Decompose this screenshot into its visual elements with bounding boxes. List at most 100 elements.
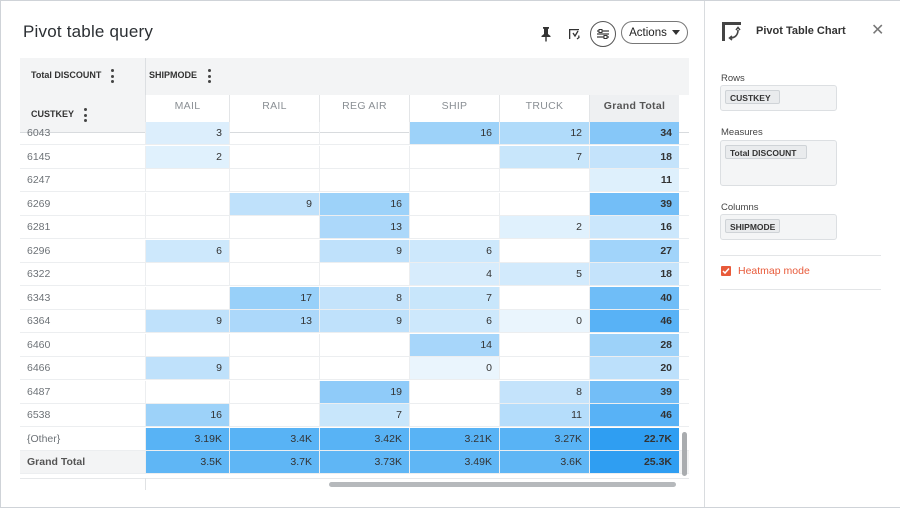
table-cell — [229, 239, 319, 262]
grand-total-cell: 27 — [589, 239, 679, 262]
table-cell: 17 — [229, 286, 319, 309]
row-key: 6043 — [27, 127, 51, 139]
column-header[interactable]: MAIL — [145, 95, 229, 132]
table-cell — [499, 357, 589, 379]
table-cell: 14 — [409, 333, 499, 356]
measures-dropzone[interactable]: Total DISCOUNT — [720, 140, 837, 186]
panel-divider — [720, 255, 881, 256]
measure-menu-icon[interactable] — [110, 69, 114, 83]
table-cell: 3.7K — [229, 451, 319, 473]
table-cell — [319, 122, 409, 144]
table-cell — [409, 145, 499, 168]
table-cell: 3.49K — [409, 451, 499, 473]
rows-dropzone[interactable]: CUSTKEY — [720, 85, 837, 111]
column-header[interactable]: SHIP — [409, 95, 499, 132]
table-cell: 7 — [499, 145, 589, 168]
table-row: 6247 11 — [20, 169, 689, 192]
table-cell — [145, 333, 229, 356]
table-cell: 3 — [145, 122, 229, 144]
grand-total-cell: 46 — [589, 310, 679, 332]
table-cell: 0 — [409, 357, 499, 379]
table-cell: 11 — [499, 404, 589, 426]
actions-label: Actions — [629, 26, 667, 39]
table-cell — [409, 380, 499, 403]
pivot-table: Total DISCOUNT SHIPMODE CUSTKEY MAIL RAIL… — [20, 58, 689, 483]
table-cell — [409, 404, 499, 426]
table-cell: 9 — [319, 310, 409, 332]
table-cell — [145, 286, 229, 309]
table-cell — [145, 192, 229, 215]
table-cell — [319, 333, 409, 356]
table-cell: 2 — [499, 216, 589, 238]
table-cell: 2 — [145, 145, 229, 168]
table-row: 6487 19 8 39 — [20, 380, 689, 404]
table-cell — [229, 380, 319, 403]
grand-total-cell: 11 — [589, 169, 679, 191]
grand-total-cell: 39 — [589, 380, 679, 403]
row-field-menu-icon[interactable] — [83, 108, 87, 122]
heatmap-checkbox[interactable] — [721, 266, 731, 276]
grand-total-cell: 22.7K — [589, 427, 679, 450]
rows-chip[interactable]: CUSTKEY — [725, 90, 780, 104]
table-cell: 12 — [499, 122, 589, 144]
grand-total-cell: 46 — [589, 404, 679, 426]
row-key: 6538 — [27, 409, 51, 421]
row-field-header-cell: CUSTKEY — [20, 95, 146, 132]
row-key: Grand Total — [27, 456, 86, 468]
table-row: 6466 9 0 20 — [20, 357, 689, 380]
columns-dropzone[interactable]: SHIPMODE — [720, 214, 837, 240]
grand-total-cell: 20 — [589, 357, 679, 379]
panel-title: Pivot Table Chart — [756, 25, 846, 37]
table-cell: 9 — [229, 192, 319, 215]
table-cell — [409, 169, 499, 191]
grand-total-cell: 18 — [589, 263, 679, 285]
table-row: 6043 3 16 12 34 — [20, 122, 689, 145]
table-cell: 9 — [145, 310, 229, 332]
table-row: 6145 2 7 18 — [20, 145, 689, 169]
column-header[interactable]: TRUCK — [499, 95, 589, 132]
heatmap-toggle[interactable]: Heatmap mode — [721, 265, 810, 277]
measures-chip[interactable]: Total DISCOUNT — [725, 145, 807, 159]
table-cell: 19 — [319, 380, 409, 403]
row-key: 6364 — [27, 315, 51, 327]
table-cell: 3.21K — [409, 427, 499, 450]
caret-down-icon — [671, 30, 680, 35]
table-cell — [499, 192, 589, 215]
table-row: 6538 16 7 11 46 — [20, 404, 689, 427]
column-header[interactable]: RAIL — [229, 95, 319, 132]
column-field-header: SHIPMODE — [149, 70, 198, 80]
columns-chip[interactable]: SHIPMODE — [725, 219, 781, 233]
vertical-scrollbar[interactable] — [682, 432, 687, 476]
row-key: 6460 — [27, 338, 51, 351]
table-cell — [409, 216, 499, 238]
table-cell: 3.42K — [319, 427, 409, 450]
pin-icon[interactable] — [537, 25, 555, 43]
pivot-chart-icon — [721, 21, 743, 48]
columns-label: Columns — [721, 202, 759, 213]
table-cell — [229, 216, 319, 238]
table-cell: 3.19K — [145, 427, 229, 450]
actions-button[interactable]: Actions — [621, 21, 688, 44]
chart-type-icon[interactable] — [565, 25, 583, 43]
table-row: 6364 9 13 9 6 0 46 — [20, 310, 689, 333]
table-cell: 16 — [145, 404, 229, 426]
table-row: 6269 9 16 39 — [20, 192, 689, 216]
table-cell — [229, 122, 319, 144]
panel-divider-bottom — [720, 289, 881, 290]
close-icon[interactable]: ✕ — [871, 22, 885, 39]
table-cell: 3.4K — [229, 427, 319, 450]
table-row: {Other} 3.19K 3.4K 3.42K 3.21K 3.27K 22.7K — [20, 427, 689, 451]
row-key: {Other} — [27, 432, 61, 445]
horizontal-scrollbar[interactable] — [329, 482, 676, 487]
table-cell — [319, 145, 409, 168]
row-key: 6322 — [27, 268, 51, 280]
table-cell: 16 — [409, 122, 499, 144]
settings-sliders-icon[interactable] — [590, 21, 616, 47]
grand-total-cell: 18 — [589, 145, 679, 168]
table-cell: 6 — [145, 239, 229, 262]
column-header[interactable]: REG AIR — [319, 95, 409, 132]
column-field-menu-icon[interactable] — [207, 69, 211, 83]
table-cell — [145, 263, 229, 285]
table-row: 6343 17 8 7 40 — [20, 286, 689, 310]
grand-total-row: Grand Total 3.5K 3.7K 3.73K 3.49K 3.6K 25.3K — [20, 451, 689, 474]
